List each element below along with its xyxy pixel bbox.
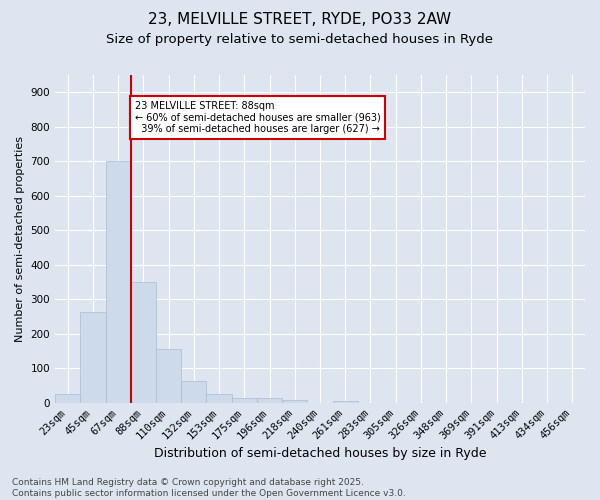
Bar	[156, 350, 181, 403]
Text: 23, MELVILLE STREET, RYDE, PO33 2AW: 23, MELVILLE STREET, RYDE, PO33 2AW	[148, 12, 452, 28]
Bar	[332, 402, 358, 403]
Bar	[181, 380, 206, 403]
Bar	[55, 394, 80, 403]
Text: Size of property relative to semi-detached houses in Ryde: Size of property relative to semi-detach…	[107, 32, 493, 46]
Y-axis label: Number of semi-detached properties: Number of semi-detached properties	[15, 136, 25, 342]
Bar	[232, 398, 257, 403]
Text: Contains HM Land Registry data © Crown copyright and database right 2025.
Contai: Contains HM Land Registry data © Crown c…	[12, 478, 406, 498]
Bar	[106, 162, 131, 403]
Bar	[282, 400, 307, 403]
Text: 23 MELVILLE STREET: 88sqm
← 60% of semi-detached houses are smaller (963)
  39% : 23 MELVILLE STREET: 88sqm ← 60% of semi-…	[134, 101, 380, 134]
X-axis label: Distribution of semi-detached houses by size in Ryde: Distribution of semi-detached houses by …	[154, 447, 486, 460]
Bar	[80, 312, 106, 403]
Bar	[206, 394, 232, 403]
Bar	[257, 398, 282, 403]
Bar	[131, 282, 156, 403]
